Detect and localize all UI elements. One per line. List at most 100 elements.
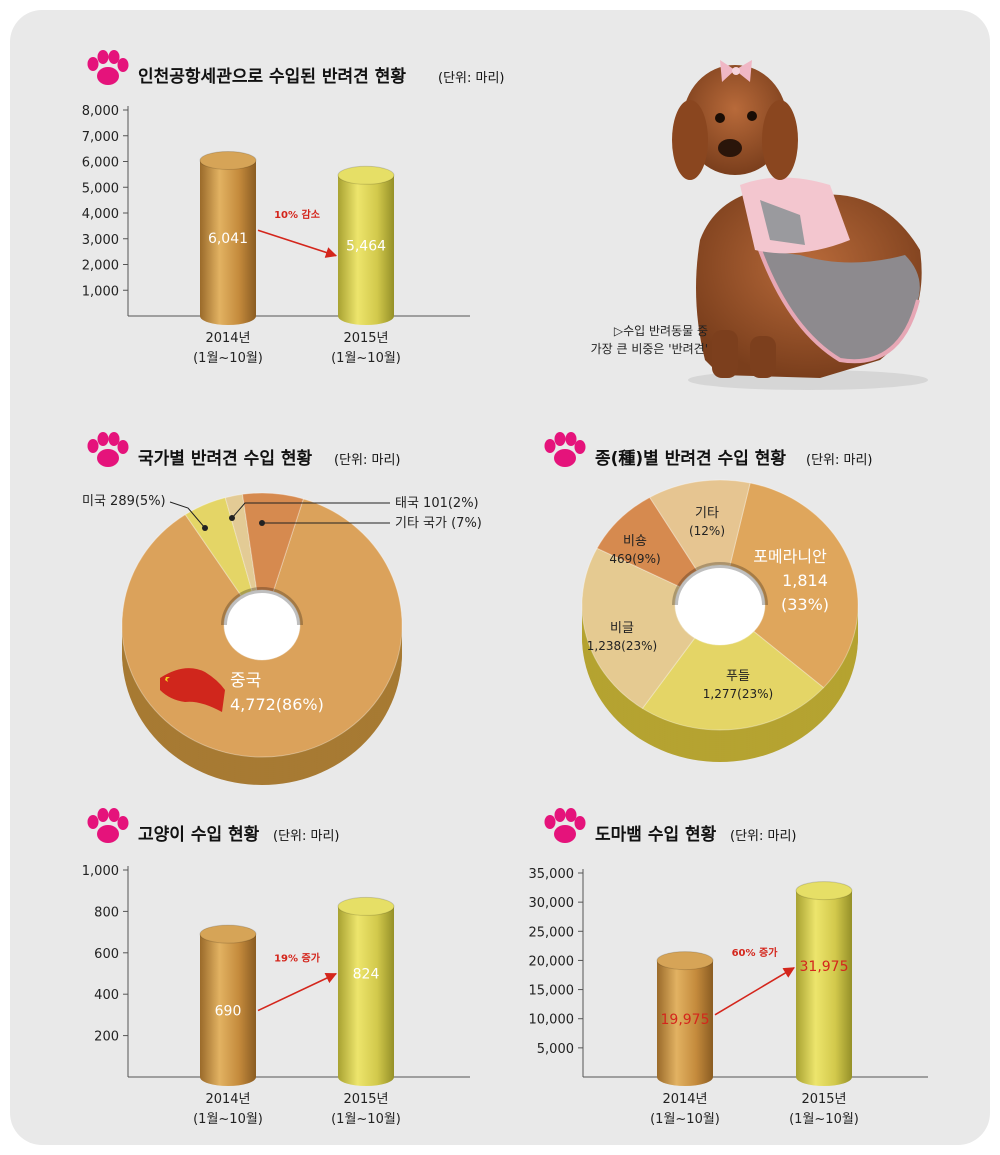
bar-top [199, 924, 257, 944]
category-label: (1월~10월) [650, 1112, 720, 1127]
paw-toe [544, 815, 556, 829]
bar-1 [795, 881, 853, 1086]
title-dogs-main: 인천공항세관으로 수입된 반려견 현황 [138, 66, 406, 87]
title-cats-unit: (단위: 마리) [273, 829, 340, 844]
category-label: 2014년 [205, 1092, 250, 1107]
paw-toe [117, 816, 129, 830]
chart-breed: 포메라니안 1,814 (33%) 푸들 1,277(23%) 비글 1,238(23%) 비… [581, 479, 859, 762]
title-hamsters-main: 도마뱀 수입 현황 [595, 825, 717, 845]
paw-toe [574, 440, 586, 454]
bar-1 [337, 165, 395, 325]
y-tick-label: 1,000 [82, 864, 119, 879]
trend-annotation: 60% 증가 [732, 946, 779, 959]
category-label: 2015년 [343, 331, 388, 346]
donut-hole-shade [221, 587, 303, 626]
photo-caption-line2: 가장 큰 비중은 '반려견' [590, 342, 708, 356]
y-tick-label: 5,000 [537, 1042, 574, 1057]
flag-star [165, 677, 170, 682]
bar-top [656, 951, 714, 971]
label-bichon-value: 469(9%) [609, 552, 660, 566]
chart-dogs: 1,000 2,000 3,000 4,000 5,000 6,000 7,000 8,000… [82, 104, 470, 366]
category-label: (1월~10월) [331, 1112, 401, 1127]
trend-arrow [257, 229, 338, 258]
category-label: (1월~10월) [331, 351, 401, 366]
label-pomeranian: 포메라니안 [753, 547, 827, 566]
paw-toe [87, 815, 99, 829]
chart-hamsters: 5,000 10,000 15,000 20,000 25,000 30,000 35,00… [529, 867, 928, 1127]
paw-toe [108, 432, 120, 446]
paw-toe [87, 439, 99, 453]
paw-toe [544, 439, 556, 453]
category-label: 2015년 [343, 1092, 388, 1107]
y-tick-label: 7,000 [82, 130, 119, 145]
bar-base [338, 1068, 394, 1086]
label-usa: 미국 289(5%) [82, 494, 166, 509]
y-tick-label: 25,000 [529, 925, 575, 940]
leader-dot [202, 525, 208, 531]
label-pomeranian-value: 1,814 [782, 571, 828, 590]
value-label: 690 [215, 1004, 242, 1020]
paw-pad [554, 449, 576, 467]
value-label: 824 [353, 967, 380, 983]
trend-annotation: 10% 감소 [274, 209, 320, 221]
y-tick-label: 3,000 [82, 233, 119, 248]
y-tick-label: 5,000 [82, 181, 119, 196]
label-beagle-value: 1,238(23%) [587, 639, 657, 653]
y-tick-label: 10,000 [529, 1013, 575, 1028]
title-hamsters-unit: (단위: 마리) [730, 829, 797, 844]
trend-arrow [257, 972, 338, 1012]
china-flag-icon [160, 668, 225, 712]
bar-0 [199, 924, 257, 1086]
y-tick-label: 2,000 [82, 259, 119, 274]
label-other-breed: 기타 [695, 506, 719, 521]
paw-pad [97, 825, 119, 843]
bar-body [200, 934, 256, 1077]
category-label: 2014년 [662, 1092, 707, 1107]
label-bichon: 비숑 [623, 534, 647, 549]
bar-0 [656, 951, 714, 1086]
label-poodle: 푸들 [726, 669, 750, 684]
category-label: (1월~10월) [789, 1112, 859, 1127]
label-other-breed-value: (12%) [689, 524, 725, 538]
y-tick-label: 6,000 [82, 156, 119, 171]
title-breed-unit: (단위: 마리) [806, 453, 873, 468]
paw-toe [108, 808, 120, 822]
category-label: 2015년 [801, 1092, 846, 1107]
bar-top [337, 165, 395, 185]
title-cats: 고양이 수입 현황 (단위: 마리) [87, 808, 340, 845]
paw-icon [87, 50, 129, 85]
paw-toe [97, 50, 109, 64]
leader-usa [169, 501, 206, 529]
trend-annotation: 19% 증가 [274, 952, 321, 965]
paw-toe [117, 58, 129, 72]
bar-base [200, 1068, 256, 1086]
title-cats-main: 고양이 수입 현황 [138, 825, 260, 845]
leader-dot [229, 515, 235, 521]
bar-1 [337, 896, 395, 1086]
paw-icon [87, 432, 129, 467]
chart-country: 미국 289(5%) 태국 101(2%) 기타 국가 (7%) 중국 4,772(86… [82, 492, 482, 785]
paw-toe [87, 57, 99, 71]
value-label: 31,975 [800, 959, 849, 975]
leader-thai [231, 502, 390, 519]
paw-toe [117, 440, 129, 454]
paw-pad [97, 67, 119, 85]
bar-base [796, 1068, 852, 1086]
title-country: 국가별 반려견 수입 현황 (단위: 마리) [87, 432, 401, 469]
label-thai: 태국 101(2%) [395, 496, 479, 511]
paw-icon [544, 808, 586, 843]
label-beagle: 비글 [610, 621, 634, 636]
y-tick-label: 400 [94, 988, 119, 1003]
y-tick-label: 4,000 [82, 207, 119, 222]
y-tick-label: 15,000 [529, 984, 575, 999]
paw-toe [565, 432, 577, 446]
photo-caption: ▷수입 반려동물 중 가장 큰 비중은 '반려견' [548, 322, 708, 358]
label-other: 기타 국가 (7%) [395, 516, 482, 531]
bar-0 [199, 150, 257, 325]
y-tick-label: 20,000 [529, 954, 575, 969]
bar-top [337, 896, 395, 916]
trend-arrow [714, 967, 795, 1016]
paw-icon [87, 808, 129, 843]
bar-body [200, 160, 256, 316]
